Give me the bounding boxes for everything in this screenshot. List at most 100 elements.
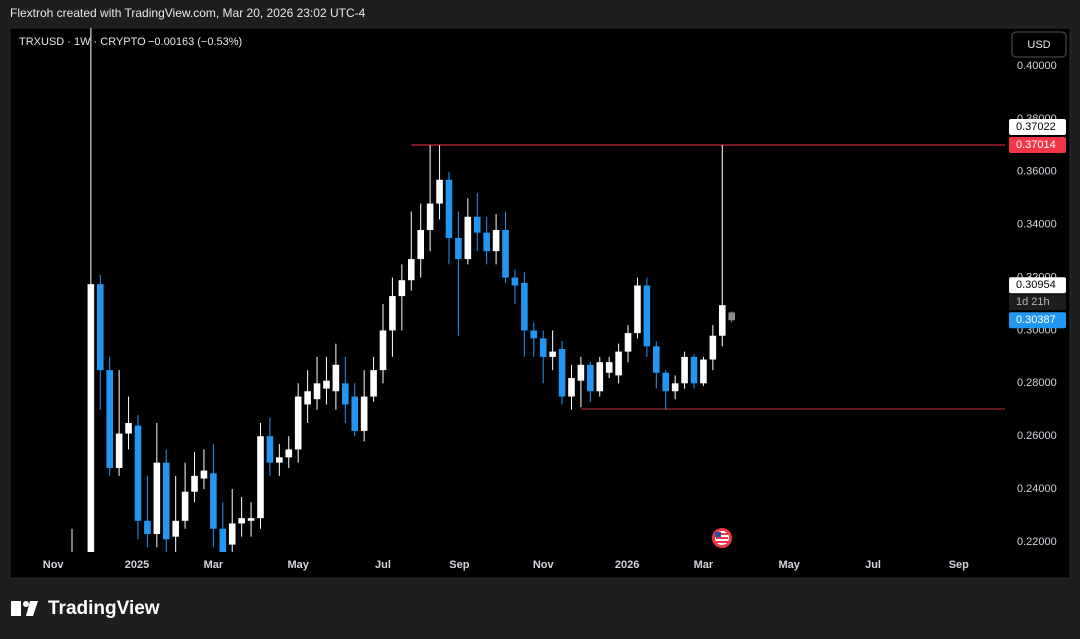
candle-body: [398, 280, 406, 297]
brand: [11, 601, 38, 616]
candle-body: [455, 237, 462, 260]
price-tag-label: 0.37022: [1016, 121, 1056, 133]
candle-body: [125, 422, 132, 434]
candle-body: [351, 396, 359, 431]
candle-body: [257, 436, 264, 519]
x-tick-label: Nov: [533, 559, 555, 571]
candle-body: [247, 518, 255, 521]
candle-body: [342, 383, 349, 405]
header: Flextroh created with TradingView.com, M…: [10, 6, 366, 20]
candle-body: [709, 335, 717, 360]
x-tick-label: May: [287, 559, 309, 571]
candle-body: [718, 305, 726, 336]
candle-body: [605, 362, 613, 373]
countdown-box: [1009, 294, 1066, 311]
y-tick-label: 0.34000: [1017, 219, 1057, 231]
candle-body: [96, 284, 104, 371]
candle-body: [389, 296, 396, 331]
candle-body: [276, 457, 283, 463]
x-tick-label: Mar: [694, 559, 714, 571]
axes: 0.220000.240000.260000.280000.300000.320…: [43, 60, 1066, 571]
candle-body: [558, 348, 566, 397]
candle-body: [332, 364, 340, 392]
candle-body: [728, 312, 735, 321]
x-tick-label: Mar: [204, 559, 224, 571]
candle-body: [483, 232, 490, 252]
candle-body: [304, 391, 311, 405]
price-tag: [1009, 312, 1066, 329]
x-tick-label: 2026: [615, 559, 639, 571]
candle-body: [521, 282, 528, 331]
candle-body: [266, 436, 274, 463]
candle-body: [144, 520, 151, 535]
price-tag: [1009, 137, 1066, 154]
currency-button[interactable]: [1011, 31, 1067, 58]
y-tick-label: 0.28000: [1017, 377, 1057, 389]
candle-body: [228, 523, 236, 545]
y-tick-label: 0.40000: [1017, 60, 1057, 72]
candle-body: [134, 425, 142, 521]
candle-body: [568, 378, 575, 397]
candle-body: [671, 383, 679, 392]
candle-body: [530, 330, 538, 339]
price-tag-label: 0.30387: [1016, 314, 1056, 326]
candle-body: [407, 259, 415, 281]
chart-panel: [9, 27, 1071, 579]
candle-body: [662, 372, 670, 392]
price-tag-label: 0.30954: [1016, 279, 1056, 291]
candle-body: [87, 284, 95, 552]
price-tag-label: 0.37014: [1016, 139, 1056, 151]
candle-body: [417, 229, 425, 260]
candle-body: [153, 462, 161, 535]
y-tick-label: 0.26000: [1017, 430, 1057, 442]
candle-body: [511, 277, 519, 286]
price-tag: [1009, 277, 1066, 294]
candle-body: [445, 179, 453, 238]
candle-body: [191, 475, 198, 492]
candle-body: [464, 216, 472, 260]
candle-body: [115, 433, 123, 468]
x-tick-label: Nov: [43, 559, 65, 571]
x-tick-label: 2025: [125, 559, 149, 571]
candle-body: [634, 285, 641, 334]
candle-body: [624, 333, 632, 352]
candle-body: [653, 346, 660, 373]
candle-body: [587, 364, 594, 392]
countdown: 1d 21h: [1016, 296, 1050, 308]
candle-body: [681, 356, 688, 384]
candle-body: [379, 330, 387, 371]
symbol: TRXUSD · 1W · CRYPTO: [19, 36, 146, 48]
plot: [71, 28, 1005, 552]
x-tick-label: Jul: [375, 559, 391, 571]
candle-body: [473, 216, 481, 233]
candle-body: [596, 362, 604, 392]
y-tick-label: 0.24000: [1017, 483, 1057, 495]
candle-body: [294, 396, 302, 450]
candle-body: [313, 383, 321, 400]
candle-body: [106, 370, 114, 468]
x-tick-label: Sep: [449, 559, 469, 571]
candle-body: [200, 470, 208, 479]
candle-body: [172, 520, 179, 537]
price-tag: [1009, 119, 1066, 136]
candle-body: [643, 285, 651, 347]
x-tick-label: Sep: [949, 559, 969, 571]
candle-body: [539, 338, 547, 357]
candle-body: [436, 179, 443, 204]
candle-body: [162, 462, 170, 540]
candle-body: [210, 473, 217, 529]
candle-body: [615, 351, 622, 376]
candle-body: [426, 203, 434, 230]
candle-body: [690, 356, 698, 384]
x-tick-label: Jul: [865, 559, 881, 571]
event-icon: [712, 528, 732, 548]
candle-body: [238, 518, 245, 524]
candle-body: [700, 359, 707, 384]
candle-body: [502, 229, 509, 278]
candle-body: [323, 380, 330, 389]
y-tick-label: 0.22000: [1017, 536, 1057, 548]
candle-body: [370, 370, 377, 397]
candle-body: [181, 491, 189, 521]
